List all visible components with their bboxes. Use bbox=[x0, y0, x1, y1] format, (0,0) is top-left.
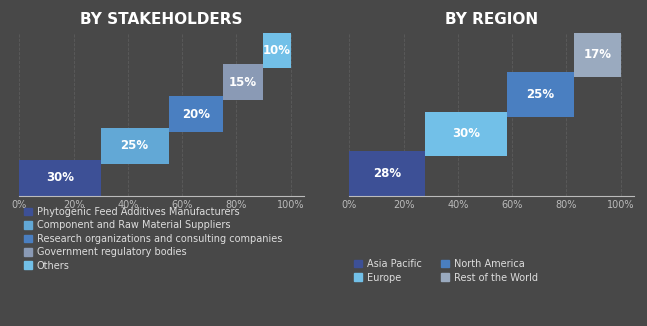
Legend: Phytogenic Feed Additives Manufacturers, Component and Raw Material Suppliers, R: Phytogenic Feed Additives Manufacturers,… bbox=[25, 207, 282, 271]
Text: 10%: 10% bbox=[263, 44, 291, 57]
FancyBboxPatch shape bbox=[425, 111, 507, 156]
FancyBboxPatch shape bbox=[263, 33, 291, 68]
Text: 25%: 25% bbox=[527, 88, 554, 101]
FancyBboxPatch shape bbox=[19, 160, 101, 196]
FancyBboxPatch shape bbox=[349, 151, 425, 196]
Text: 28%: 28% bbox=[373, 167, 401, 180]
Title: BY REGION: BY REGION bbox=[445, 12, 538, 27]
Title: BY STAKEHOLDERS: BY STAKEHOLDERS bbox=[80, 12, 243, 27]
Legend: Asia Pacific, Europe, North America, Rest of the World: Asia Pacific, Europe, North America, Res… bbox=[355, 259, 538, 283]
Text: 30%: 30% bbox=[46, 171, 74, 184]
FancyBboxPatch shape bbox=[168, 96, 223, 132]
FancyBboxPatch shape bbox=[223, 65, 263, 100]
Text: 25%: 25% bbox=[120, 140, 149, 152]
FancyBboxPatch shape bbox=[575, 33, 620, 77]
Text: 30%: 30% bbox=[452, 127, 480, 141]
FancyBboxPatch shape bbox=[507, 72, 575, 117]
FancyBboxPatch shape bbox=[101, 128, 168, 164]
Text: 20%: 20% bbox=[182, 108, 210, 121]
Text: 17%: 17% bbox=[584, 48, 611, 61]
Text: 15%: 15% bbox=[229, 76, 257, 89]
